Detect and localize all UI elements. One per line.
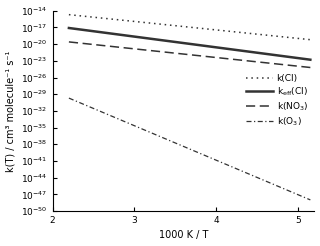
k(NO$_3$) xyxy=(308,66,312,69)
k(Cl) xyxy=(270,34,274,37)
Y-axis label: k(T) / cm³ molecule⁻¹ s⁻¹: k(T) / cm³ molecule⁻¹ s⁻¹ xyxy=(5,50,16,171)
Line: k(NO$_3$): k(NO$_3$) xyxy=(69,42,310,67)
k(NO$_3$) xyxy=(68,41,72,44)
k$_\mathregular{eff}$(Cl) xyxy=(67,27,71,30)
k(Cl) xyxy=(210,28,214,31)
k$_\mathregular{eff}$(Cl) xyxy=(215,46,219,49)
k(Cl) xyxy=(68,13,72,16)
k(O$_3$) xyxy=(68,97,72,100)
k(O$_3$) xyxy=(308,199,312,201)
k(Cl) xyxy=(286,36,290,39)
k$_\mathregular{eff}$(Cl) xyxy=(286,55,290,58)
Line: k(Cl): k(Cl) xyxy=(69,15,310,40)
k(O$_3$) xyxy=(270,183,274,185)
k(O$_3$) xyxy=(210,157,214,160)
k(O$_3$) xyxy=(286,189,290,192)
k$_\mathregular{eff}$(Cl) xyxy=(308,58,312,61)
X-axis label: 1000 K / T: 1000 K / T xyxy=(159,231,208,240)
k(O$_3$) xyxy=(67,97,71,100)
Line: k(O$_3$): k(O$_3$) xyxy=(69,98,310,200)
k(NO$_3$) xyxy=(270,62,274,65)
k$_\mathregular{eff}$(Cl) xyxy=(68,27,72,30)
Legend: k(Cl), k$_\mathregular{eff}$(Cl), k(NO$_3$), k(O$_3$): k(Cl), k$_\mathregular{eff}$(Cl), k(NO$_… xyxy=(244,72,310,129)
k(NO$_3$) xyxy=(211,56,215,59)
k(NO$_3$) xyxy=(67,40,71,43)
k(O$_3$) xyxy=(215,159,219,162)
k(O$_3$) xyxy=(211,157,215,160)
k(Cl) xyxy=(308,38,312,41)
k$_\mathregular{eff}$(Cl) xyxy=(211,46,215,48)
k(NO$_3$) xyxy=(286,64,290,67)
k(Cl) xyxy=(211,28,215,31)
k(Cl) xyxy=(215,29,219,31)
Line: k$_\mathregular{eff}$(Cl): k$_\mathregular{eff}$(Cl) xyxy=(69,28,310,60)
k$_\mathregular{eff}$(Cl) xyxy=(270,53,274,56)
k$_\mathregular{eff}$(Cl) xyxy=(210,45,214,48)
k(NO$_3$) xyxy=(215,56,219,59)
k(NO$_3$) xyxy=(210,56,214,59)
k(Cl) xyxy=(67,13,71,16)
